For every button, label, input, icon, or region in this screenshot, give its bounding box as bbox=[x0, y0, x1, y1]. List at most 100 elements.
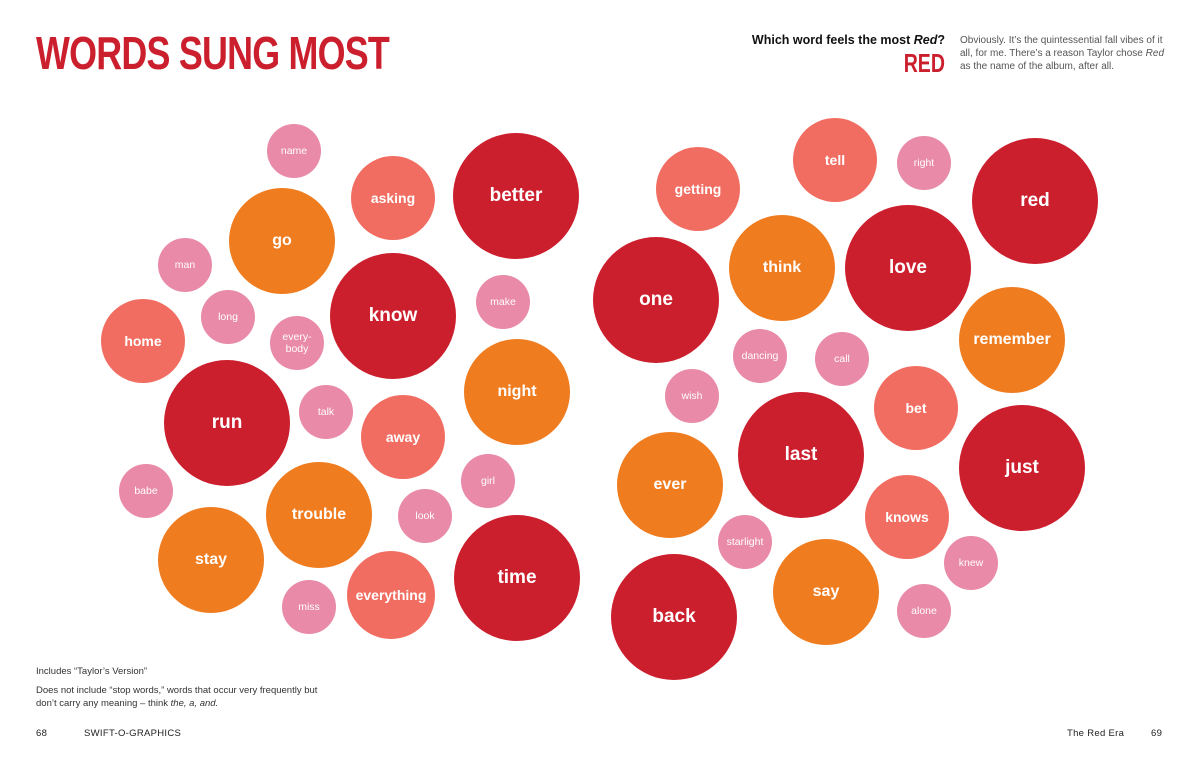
word-bubble: dancing bbox=[733, 329, 787, 383]
word-bubble-label: know bbox=[368, 305, 418, 327]
word-bubble: getting bbox=[656, 147, 740, 231]
word-bubble-label: miss bbox=[298, 600, 320, 613]
word-bubble-label: starlight bbox=[726, 535, 764, 548]
word-bubble-label: name bbox=[280, 144, 308, 157]
word-bubble-label: better bbox=[489, 185, 543, 207]
word-bubble: make bbox=[476, 275, 530, 329]
word-bubble-label: every- body bbox=[282, 330, 312, 355]
word-bubble-label: babe bbox=[134, 484, 158, 497]
question-italic: Red bbox=[913, 33, 938, 47]
page-number-right: 69 bbox=[1151, 728, 1163, 739]
word-bubble: stay bbox=[158, 507, 264, 613]
page-title: WORDS SUNG MOST bbox=[36, 27, 390, 79]
word-bubble-label: night bbox=[497, 382, 537, 400]
blurb-italic: Red bbox=[1145, 48, 1165, 59]
word-bubble-label: back bbox=[652, 606, 696, 628]
word-bubble: run bbox=[164, 360, 290, 486]
word-bubble-label: make bbox=[490, 295, 516, 308]
word-bubble-label: ever bbox=[653, 475, 687, 493]
section-title: The Red Era bbox=[1067, 728, 1125, 739]
word-bubble-label: asking bbox=[370, 189, 416, 206]
word-bubble-label: red bbox=[1020, 190, 1050, 212]
word-bubble: asking bbox=[351, 156, 435, 240]
book-title: SWIFT-O-GRAPHICS bbox=[84, 728, 182, 739]
word-bubble: think bbox=[729, 215, 835, 321]
footnote-2: Does not include “stop words,” words tha… bbox=[36, 685, 326, 711]
word-bubble: back bbox=[611, 554, 737, 680]
word-bubble-label: away bbox=[385, 428, 421, 445]
word-bubble: home bbox=[101, 299, 185, 383]
footnotes: Includes “Taylor’s Version” Does not inc… bbox=[36, 666, 326, 710]
word-bubble: love bbox=[845, 205, 971, 331]
word-bubble: talk bbox=[299, 385, 353, 439]
footnote-2-italic: the, a, and. bbox=[170, 697, 219, 709]
word-bubble-label: right bbox=[913, 156, 935, 169]
word-bubble: red bbox=[972, 138, 1098, 264]
word-bubble: wish bbox=[665, 369, 719, 423]
question-text: Which word feels the most Red? bbox=[752, 33, 945, 47]
word-bubble-label: long bbox=[218, 310, 238, 323]
footnote-1: Includes “Taylor’s Version” bbox=[36, 666, 148, 677]
page-number-left: 68 bbox=[36, 728, 48, 739]
question-prefix: Which word feels the most bbox=[751, 33, 914, 47]
word-bubble: babe bbox=[119, 464, 173, 518]
word-bubble: knows bbox=[865, 475, 949, 559]
word-bubble: away bbox=[361, 395, 445, 479]
word-bubble: look bbox=[398, 489, 452, 543]
answer-blurb: Obviously. It’s the quintessential fall … bbox=[960, 34, 1170, 73]
word-bubble: starlight bbox=[718, 515, 772, 569]
word-bubble: name bbox=[267, 124, 321, 178]
word-bubble: right bbox=[897, 136, 951, 190]
word-bubble: girl bbox=[461, 454, 515, 508]
question-suffix: ? bbox=[937, 33, 945, 47]
blurb-part-2: as the name of the album, after all. bbox=[960, 61, 1114, 72]
word-bubble-label: everything bbox=[355, 586, 427, 603]
word-bubble: trouble bbox=[266, 462, 372, 568]
word-bubble: tell bbox=[793, 118, 877, 202]
word-bubble: long bbox=[201, 290, 255, 344]
word-bubble-label: run bbox=[211, 412, 243, 434]
word-bubble-label: knew bbox=[958, 556, 984, 569]
word-bubble-label: getting bbox=[674, 180, 722, 197]
word-bubble-label: go bbox=[272, 231, 292, 249]
word-bubble-label: look bbox=[415, 509, 435, 522]
word-bubble-label: just bbox=[1005, 457, 1039, 479]
word-bubble-label: think bbox=[762, 258, 802, 276]
word-bubble: better bbox=[453, 133, 579, 259]
word-bubble: bet bbox=[874, 366, 958, 450]
word-bubble: last bbox=[738, 392, 864, 518]
word-bubble-label: trouble bbox=[291, 505, 347, 523]
word-bubble: miss bbox=[282, 580, 336, 634]
word-bubble-label: time bbox=[497, 567, 537, 589]
word-bubble: man bbox=[158, 238, 212, 292]
word-bubble-label: home bbox=[124, 332, 162, 349]
word-bubble-label: wish bbox=[681, 389, 703, 402]
word-bubble-label: remember bbox=[973, 330, 1051, 348]
question-block: Which word feels the most Red? RED bbox=[752, 33, 945, 77]
answer-word: RED bbox=[903, 48, 945, 78]
word-bubble-label: bet bbox=[905, 399, 927, 416]
word-bubble: remember bbox=[959, 287, 1065, 393]
footnote-2-main: Does not include “stop words,” words tha… bbox=[36, 684, 318, 709]
word-bubble: night bbox=[464, 339, 570, 445]
word-bubble-label: love bbox=[888, 257, 928, 279]
word-bubble: everything bbox=[347, 551, 435, 639]
word-bubble: one bbox=[593, 237, 719, 363]
word-bubble-label: stay bbox=[194, 550, 228, 568]
word-bubble-label: tell bbox=[824, 151, 846, 168]
word-bubble-label: girl bbox=[480, 474, 495, 487]
word-bubble-label: call bbox=[834, 352, 850, 365]
word-bubble: say bbox=[773, 539, 879, 645]
word-bubble-label: last bbox=[784, 444, 818, 466]
word-bubble: alone bbox=[897, 584, 951, 638]
word-bubble-label: dancing bbox=[741, 349, 779, 362]
blurb-part-1: Obviously. It’s the quintessential fall … bbox=[960, 35, 1163, 59]
word-bubble-label: one bbox=[639, 289, 673, 311]
word-bubble: ever bbox=[617, 432, 723, 538]
word-bubble: every- body bbox=[270, 316, 324, 370]
word-bubble-label: alone bbox=[911, 604, 937, 617]
word-bubble-label: say bbox=[812, 582, 840, 600]
word-bubble: just bbox=[959, 405, 1085, 531]
word-bubble-label: talk bbox=[317, 405, 335, 418]
word-bubble: go bbox=[229, 188, 335, 294]
